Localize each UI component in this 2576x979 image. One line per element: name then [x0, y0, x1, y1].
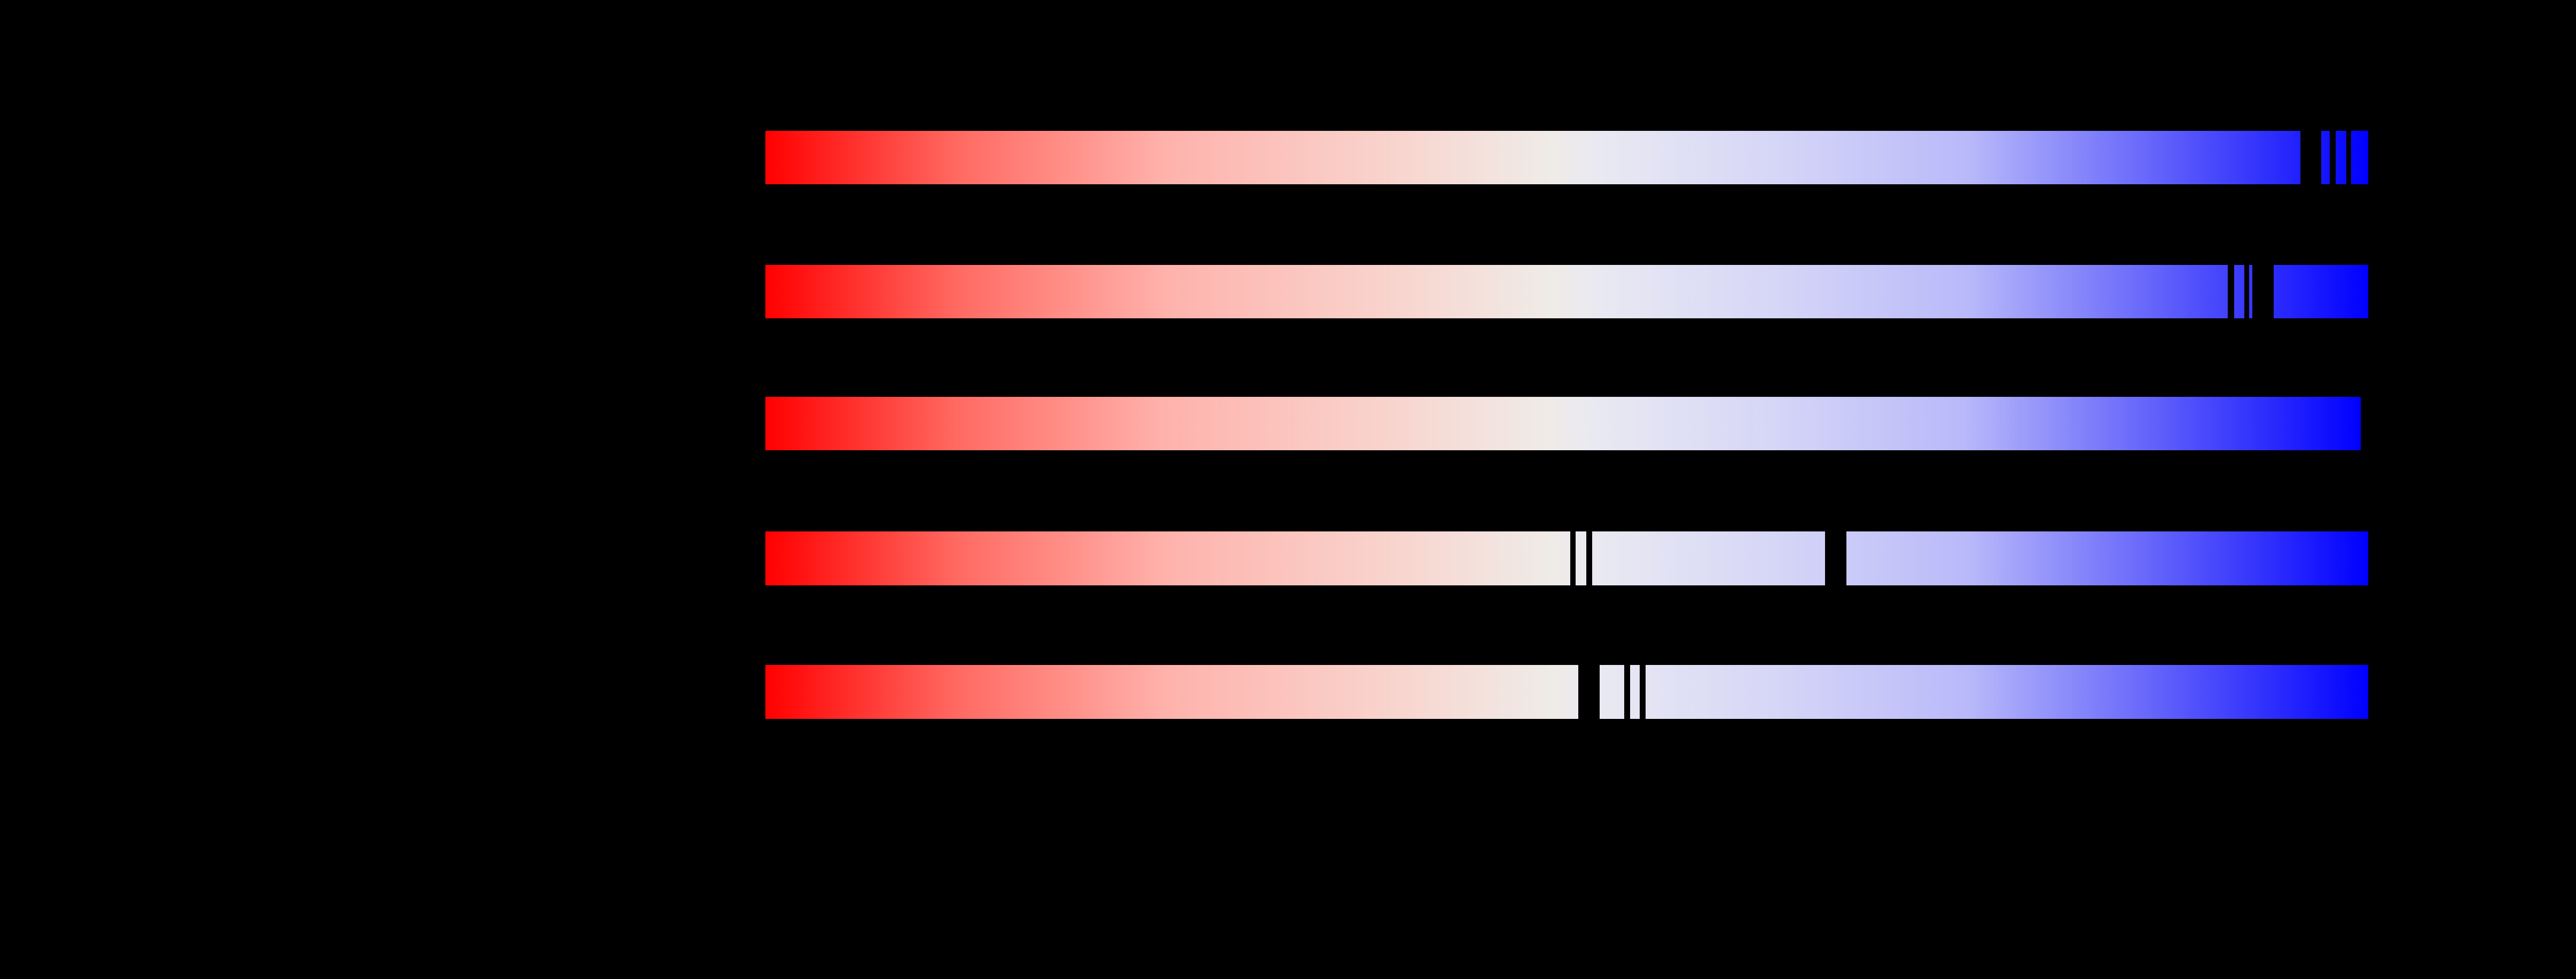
gradient-bar-row-4 — [765, 531, 2368, 585]
gap-tick-mark — [2346, 131, 2351, 184]
gap-tick-mark — [1586, 531, 1592, 585]
gap-tick-mark — [2228, 265, 2234, 318]
gap-tick-mark — [1825, 531, 1846, 585]
gap-tick-mark — [1578, 665, 1600, 719]
gradient-bar-row-3 — [765, 397, 2361, 450]
gap-tick-mark — [2244, 265, 2249, 318]
gap-tick-mark — [2330, 131, 2336, 184]
gap-tick-mark — [1624, 665, 1630, 719]
gradient-bar-row-1 — [765, 131, 2368, 184]
gap-tick-mark — [1640, 665, 1646, 719]
gap-tick-mark — [2252, 265, 2274, 318]
gradient-bar-row-5 — [765, 665, 2368, 719]
gap-tick-mark — [2300, 131, 2321, 184]
gradient-bar-row-2 — [765, 265, 2368, 318]
gap-tick-mark — [1570, 531, 1576, 585]
